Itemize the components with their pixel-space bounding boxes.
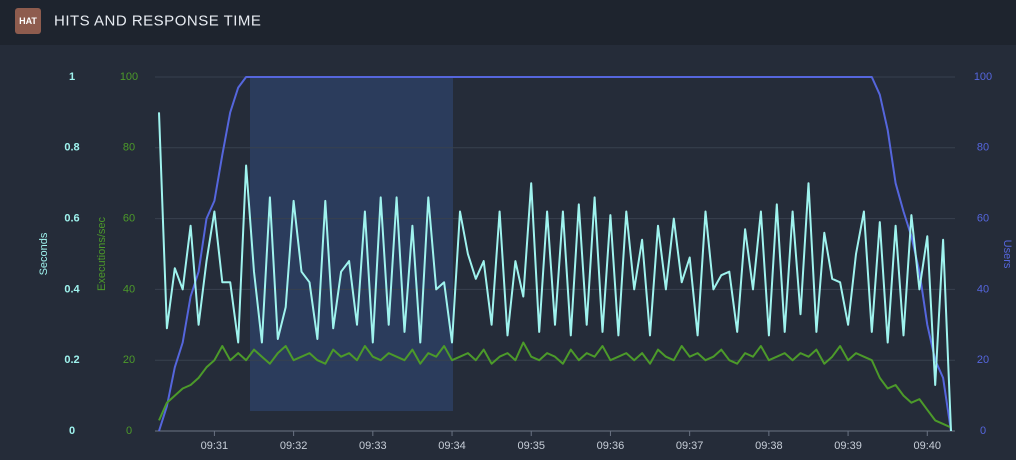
x-tick-label: 09:36 [597, 440, 625, 452]
y2-tick-label: 20 [123, 354, 135, 366]
y2-axis-title: Executions/sec [96, 217, 108, 291]
x-tick-label: 09:39 [834, 440, 862, 452]
y-tick-label: 0 [69, 425, 75, 437]
y2-tick-label: 80 [123, 142, 135, 154]
series-line [158, 112, 952, 432]
series-line [158, 76, 952, 432]
x-tick-label: 09:33 [359, 440, 387, 452]
badge-text: HAT [19, 16, 37, 26]
header-bar [0, 0, 1016, 45]
y3-tick-label: 20 [977, 354, 989, 366]
x-tick-label: 09:32 [280, 440, 308, 452]
x-tick-label: 09:34 [438, 440, 466, 452]
y3-tick-label: 100 [974, 71, 992, 83]
y3-tick-label: 60 [977, 213, 989, 225]
y-tick-label: 1 [69, 71, 75, 83]
badge [15, 8, 41, 34]
y3-tick-label: 40 [977, 283, 989, 295]
y-axis-title: Seconds [38, 232, 50, 275]
x-tick-label: 09:37 [676, 440, 704, 452]
x-tick-label: 09:31 [201, 440, 229, 452]
y3-tick-label: 80 [977, 142, 989, 154]
y2-tick-label: 100 [120, 71, 138, 83]
y-tick-label: 0.8 [64, 142, 79, 154]
y-tick-label: 0.4 [64, 283, 80, 295]
y2-tick-label: 40 [123, 283, 135, 295]
x-tick-label: 09:40 [914, 440, 942, 452]
y-tick-label: 0.6 [64, 213, 79, 225]
y2-tick-label: 0 [126, 425, 132, 437]
x-tick-label: 09:38 [755, 440, 783, 452]
y3-axis-title: Users [1001, 240, 1013, 269]
title: HITS AND RESPONSE TIME [54, 12, 261, 29]
x-tick-label: 09:35 [517, 440, 545, 452]
y-tick-label: 0.2 [64, 354, 79, 366]
series-line [158, 341, 952, 429]
y3-tick-label: 0 [980, 425, 986, 437]
y2-tick-label: 60 [123, 213, 135, 225]
